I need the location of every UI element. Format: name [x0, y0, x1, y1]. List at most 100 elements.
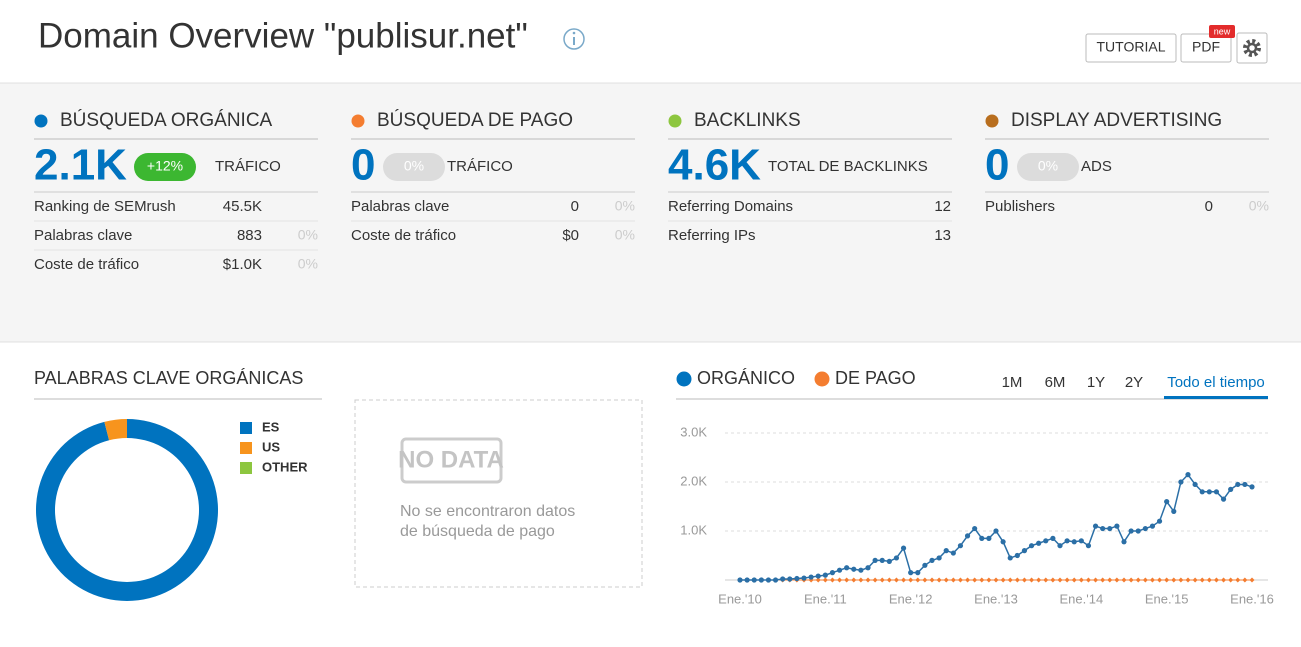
- data-point: [1199, 577, 1205, 583]
- change-badge: [134, 153, 196, 181]
- data-point: [1036, 540, 1042, 546]
- data-point: [872, 577, 878, 583]
- info-glyph[interactable]: [572, 31, 576, 35]
- time-tab[interactable]: 6M: [1045, 374, 1066, 391]
- data-point: [815, 577, 821, 583]
- time-tab[interactable]: Todo el tiempo: [1167, 374, 1265, 391]
- data-point: [943, 577, 949, 583]
- change-label: 0%: [404, 158, 424, 174]
- info-icon[interactable]: [563, 28, 585, 50]
- data-point: [1014, 577, 1020, 583]
- data-point: [943, 548, 949, 554]
- data-point: [1057, 577, 1063, 583]
- data-point: [972, 525, 978, 532]
- pdf-label[interactable]: PDF: [1192, 39, 1220, 55]
- pdf-button[interactable]: [1180, 33, 1232, 63]
- data-point: [986, 535, 992, 541]
- data-point: [829, 577, 835, 583]
- no-data-text: No se encontraron datos: [400, 503, 575, 520]
- legend-label: DE PAGO: [835, 368, 916, 388]
- page-title: Domain Overview "publisur.net": [38, 16, 528, 55]
- data-point: [1142, 577, 1148, 583]
- data-point: [1171, 508, 1177, 514]
- time-tab[interactable]: 1Y: [1087, 374, 1105, 391]
- data-point: [915, 570, 921, 576]
- data-point: [1135, 528, 1141, 534]
- data-point: [1213, 577, 1219, 583]
- data-point: [1206, 489, 1212, 495]
- data-point: [1185, 472, 1191, 478]
- data-point: [1000, 539, 1006, 545]
- data-point: [858, 567, 864, 573]
- data-point: [1078, 538, 1084, 544]
- summary-background: [0, 83, 1301, 342]
- legend-swatch: [240, 422, 252, 434]
- data-point: [929, 557, 935, 564]
- data-point: [1213, 489, 1220, 495]
- info-circle[interactable]: [563, 28, 585, 50]
- data-point: [815, 573, 821, 579]
- row-pct: 0%: [298, 256, 318, 272]
- legend-dot: [676, 371, 692, 387]
- data-point: [1078, 577, 1084, 583]
- data-point: [1249, 484, 1255, 490]
- data-point: [1107, 577, 1113, 583]
- time-tab[interactable]: 1M: [1002, 374, 1023, 391]
- legend-label: ORGÁNICO: [697, 368, 795, 388]
- row-pct: 0%: [298, 227, 318, 243]
- data-point: [886, 558, 892, 564]
- data-point: [808, 574, 814, 580]
- data-point: [1029, 577, 1035, 583]
- panel-title: DISPLAY ADVERTISING: [1011, 110, 1222, 131]
- settings-button[interactable]: [1236, 32, 1268, 64]
- no-data-badge-label: NO DATA: [398, 446, 504, 473]
- data-point: [844, 577, 850, 583]
- data-point: [1092, 523, 1099, 529]
- data-point: [772, 577, 779, 583]
- row-label: Palabras clave: [351, 198, 449, 215]
- row-label: Coste de tráfico: [34, 256, 139, 273]
- data-point: [1007, 577, 1013, 583]
- data-point: [1128, 577, 1134, 583]
- data-point: [901, 577, 907, 583]
- data-point: [1157, 577, 1163, 583]
- data-point: [1057, 543, 1063, 549]
- data-point: [1199, 489, 1205, 495]
- data-point: [886, 577, 892, 583]
- panel-label: ADS: [1081, 158, 1112, 175]
- panel-value: 2.1K: [34, 141, 127, 190]
- legend-label: ES: [262, 419, 280, 434]
- data-point: [1135, 577, 1141, 583]
- data-point: [972, 577, 978, 583]
- new-badge-label: new: [1214, 26, 1231, 36]
- x-tick-label: Ene.'16: [1230, 591, 1274, 606]
- tutorial-button[interactable]: [1085, 33, 1177, 63]
- gear-icon[interactable]: [1246, 42, 1258, 54]
- tutorial-label[interactable]: TUTORIAL: [1097, 39, 1166, 55]
- data-point: [1171, 577, 1177, 583]
- data-point: [957, 543, 964, 549]
- row-label: Referring Domains: [668, 198, 793, 215]
- data-point: [851, 577, 857, 583]
- panel-title: BACKLINKS: [694, 110, 801, 131]
- data-point: [915, 577, 921, 583]
- data-point: [950, 577, 956, 583]
- time-tab[interactable]: 2Y: [1125, 374, 1143, 391]
- row-value: 13: [934, 227, 951, 244]
- data-point: [822, 572, 828, 578]
- x-tick-label: Ene.'11: [804, 591, 847, 606]
- data-point: [993, 528, 999, 534]
- data-point: [822, 577, 828, 583]
- active-tab-underline: [1164, 396, 1268, 399]
- gear-icon[interactable]: [1243, 39, 1261, 57]
- data-point: [1235, 481, 1241, 488]
- legend-swatch: [240, 462, 252, 474]
- data-point: [1114, 523, 1120, 529]
- panel-dot: [668, 114, 682, 128]
- data-point: [1071, 577, 1077, 583]
- data-point: [1050, 577, 1056, 583]
- data-point: [1000, 577, 1006, 583]
- change-label: 0%: [1038, 158, 1058, 174]
- data-point: [1185, 577, 1191, 583]
